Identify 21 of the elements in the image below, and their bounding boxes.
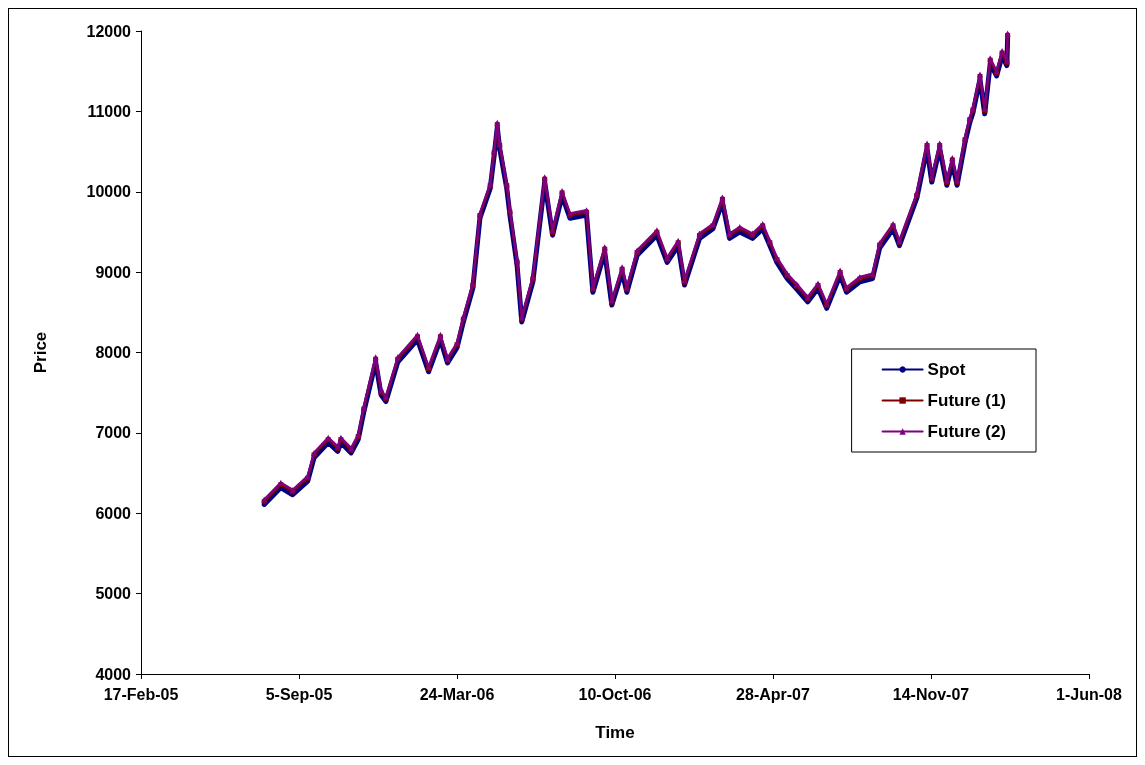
x-tick-label: 10-Oct-06 (578, 685, 652, 703)
x-axis-title: Time (595, 723, 635, 742)
y-axis-title: Price (31, 331, 50, 374)
x-tick-label: 17-Feb-05 (103, 685, 179, 703)
x-tick-label: 14-Nov-07 (892, 685, 970, 703)
x-tick-label: 24-Mar-06 (419, 685, 495, 703)
y-tick-label: 5000 (95, 585, 132, 603)
x-tick-label: 5-Sep-05 (265, 685, 333, 703)
x-tick-label: 1-Jun-08 (1056, 685, 1122, 703)
y-tick-label: 11000 (87, 102, 132, 120)
legend-label: Spot (927, 360, 966, 379)
y-tick-label: 7000 (95, 424, 132, 442)
y-tick-label: 8000 (95, 344, 132, 361)
legend-label: Future (1) (927, 391, 1007, 410)
y-tick-label: 10000 (86, 183, 132, 201)
y-tick-label: 4000 (95, 665, 132, 683)
legend-label: Future (2) (927, 422, 1007, 441)
y-tick-label: 6000 (95, 504, 132, 522)
x-tick-label: 28-Apr-07 (736, 685, 810, 703)
y-tick-label: 9000 (95, 263, 132, 281)
y-tick-label: 12000 (86, 22, 132, 40)
